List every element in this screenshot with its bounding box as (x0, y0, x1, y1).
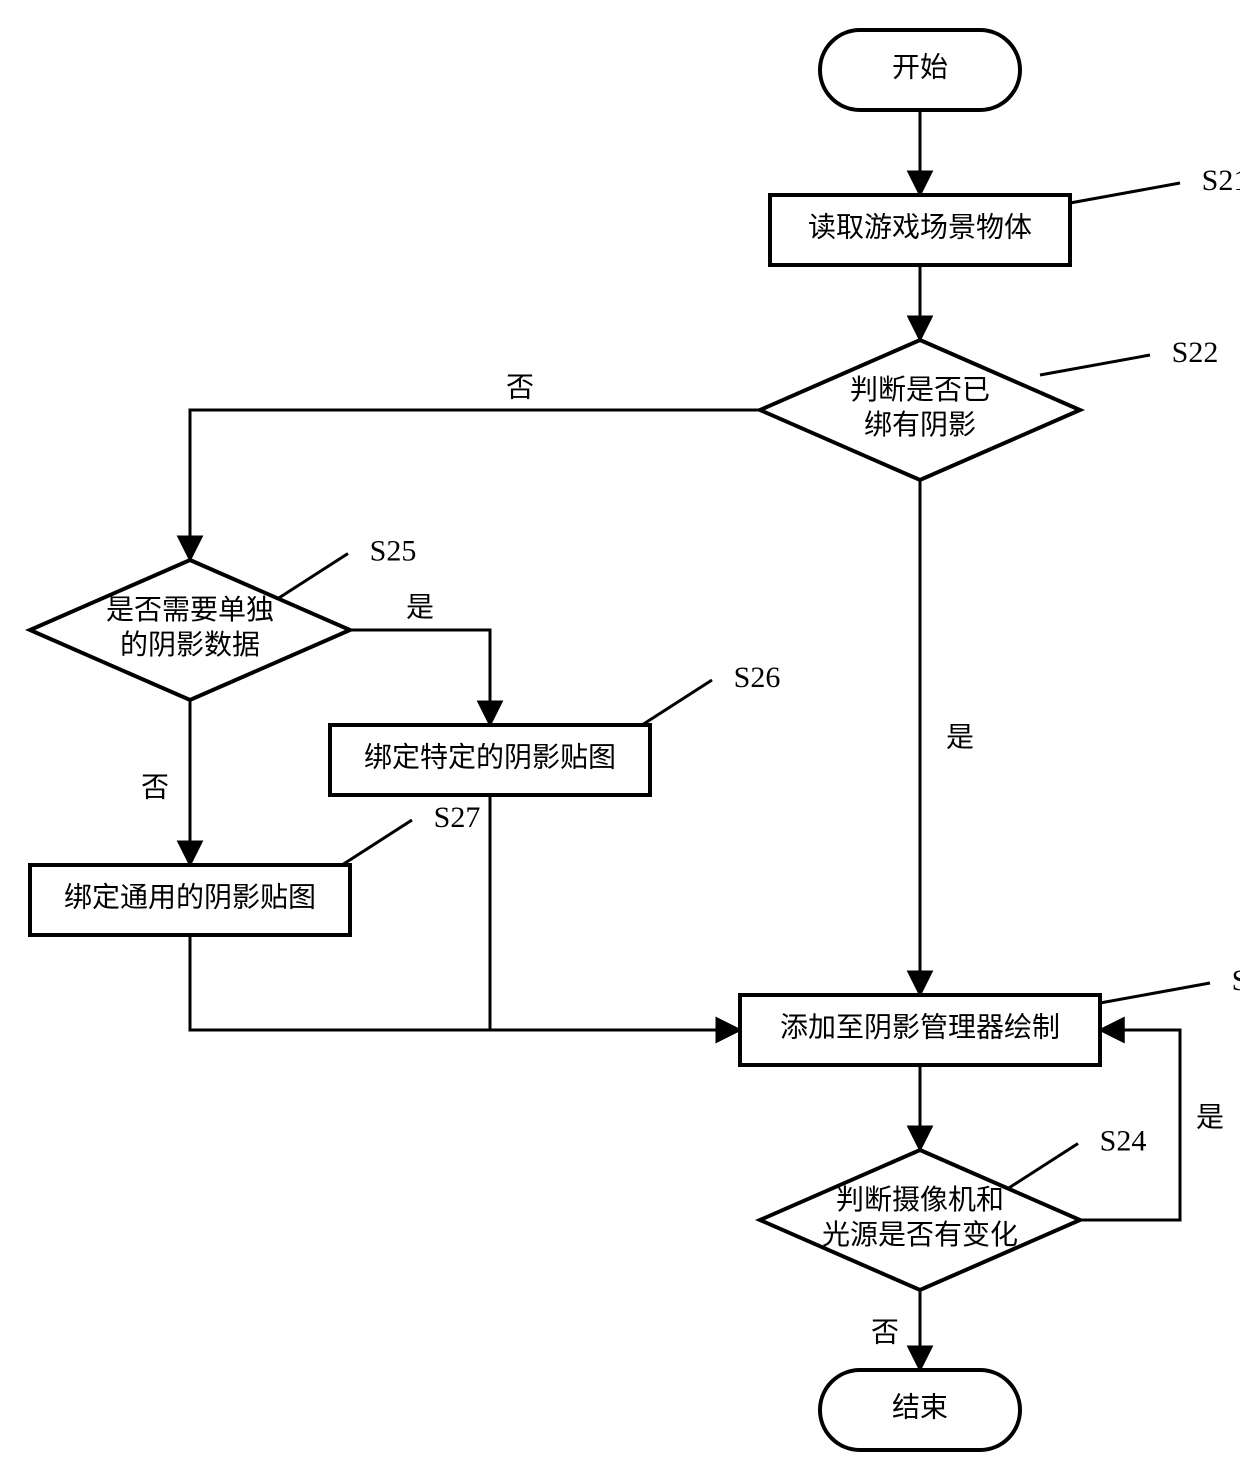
node-text-s23: 添加至阴影管理器绘制 (780, 1011, 1060, 1043)
step-label-s21: S21 (1202, 164, 1240, 197)
edge-label-4: 是 (406, 592, 434, 623)
edge-label-5: 否 (141, 772, 169, 803)
node-text-s25: 是否需要单独 (106, 594, 274, 626)
edge-2 (190, 410, 760, 560)
step-connector-s23 (1100, 983, 1210, 1003)
node-text-start: 开始 (892, 51, 948, 83)
step-label-s27: S27 (434, 801, 481, 834)
step-connector-s22 (1040, 355, 1150, 375)
node-text-s26: 绑定特定的阴影贴图 (364, 741, 616, 773)
step-connector-s26 (642, 680, 712, 725)
node-s26: S26 (330, 661, 780, 795)
edge-7 (190, 935, 740, 1030)
step-label-s26: S26 (734, 661, 781, 694)
step-connector-s27 (342, 820, 412, 865)
edge-label-9: 是 (1196, 1102, 1224, 1133)
edge-label-10: 否 (871, 1317, 899, 1348)
node-text-s27: 绑定通用的阴影贴图 (64, 881, 316, 913)
node-text-end: 结束 (892, 1391, 948, 1423)
edge-4 (350, 630, 490, 725)
node-text-s22: 判断是否已 (850, 374, 990, 406)
node-text-s25: 的阴影数据 (120, 629, 260, 661)
step-connector-s25 (278, 554, 348, 599)
node-text-s24: 判断摄像机和 (836, 1184, 1004, 1216)
step-connector-s24 (1008, 1144, 1078, 1189)
node-s27: S27 (30, 801, 480, 935)
node-s22: S22 (760, 336, 1218, 480)
edge-label-2: 否 (506, 372, 534, 403)
step-label-s22: S22 (1172, 336, 1219, 369)
node-text-s21: 读取游戏场景物体 (808, 211, 1032, 243)
edge-label-3: 是 (946, 722, 974, 753)
step-label-s25: S25 (370, 534, 417, 567)
step-label-s23: S23 (1232, 964, 1240, 997)
step-connector-s21 (1070, 183, 1180, 203)
node-text-s22: 绑有阴影 (864, 409, 976, 441)
node-text-s24: 光源是否有变化 (822, 1219, 1018, 1251)
step-label-s24: S24 (1100, 1124, 1147, 1157)
edge-6 (490, 795, 740, 1030)
